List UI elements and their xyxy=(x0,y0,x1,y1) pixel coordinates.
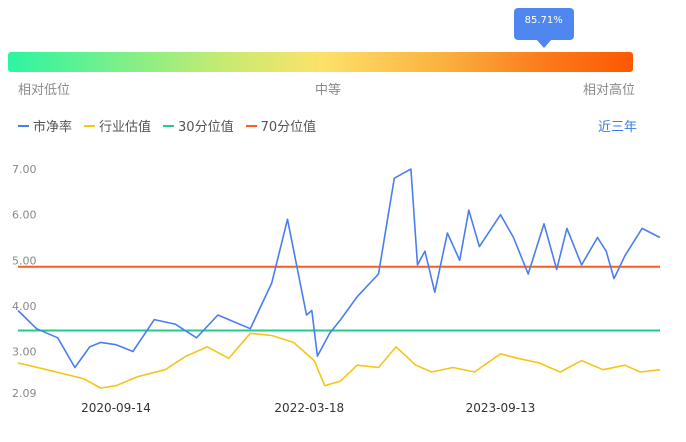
percentile-tooltip: 85.71% xyxy=(513,8,574,48)
legend-item-pb[interactable]: 市净率 xyxy=(18,116,72,135)
y-tick-label: 5.00 xyxy=(12,254,37,267)
legend-label-p30: 30分位值 xyxy=(178,120,234,135)
time-range-selector[interactable]: 近三年 xyxy=(598,120,638,135)
series-lines xyxy=(17,168,661,389)
scale-label-mid: 中等 xyxy=(315,83,342,98)
x-tick-label: 2023-09-13 xyxy=(466,401,536,415)
legend-item-p30[interactable]: 30分位值 xyxy=(163,116,234,135)
y-tick-label: 7.00 xyxy=(12,163,37,176)
y-tick-label: 2.09 xyxy=(12,387,37,400)
legend-item-p70[interactable]: 70分位值 xyxy=(245,116,317,135)
legend-swatch-pb xyxy=(18,124,29,127)
x-axis-ticks: 2020-09-14 2022-03-18 2023-09-13 xyxy=(81,401,535,415)
legend-item-industry[interactable]: 行业估值 xyxy=(84,116,151,135)
percentile-tooltip-label: 85.71% xyxy=(524,15,563,26)
scale-label-high: 相对高位 xyxy=(583,83,636,98)
legend-swatch-p30 xyxy=(163,124,175,127)
scale-label-low: 相对低位 xyxy=(18,83,71,98)
legend-swatch-industry xyxy=(84,124,96,127)
x-tick-label: 2020-09-14 xyxy=(81,401,151,415)
chart-legend: 市净率 行业估值 30分位值 70分位值 xyxy=(18,116,316,135)
series-line-pb xyxy=(17,168,661,369)
x-tick-label: 2022-03-18 xyxy=(274,401,344,415)
legend-swatch-p70 xyxy=(245,124,257,127)
legend-label-p70: 70分位值 xyxy=(260,120,317,135)
y-tick-label: 4.00 xyxy=(12,300,37,313)
series-line-industry xyxy=(17,332,661,389)
legend-label-industry: 行业估值 xyxy=(99,120,152,135)
y-tick-label: 6.00 xyxy=(12,209,37,222)
y-axis-ticks: 2.09 3.00 4.00 5.00 6.00 7.00 xyxy=(12,163,37,400)
percentile-gauge-bar xyxy=(8,52,633,72)
y-tick-label: 3.00 xyxy=(12,346,37,359)
legend-label-pb: 市净率 xyxy=(33,120,73,135)
